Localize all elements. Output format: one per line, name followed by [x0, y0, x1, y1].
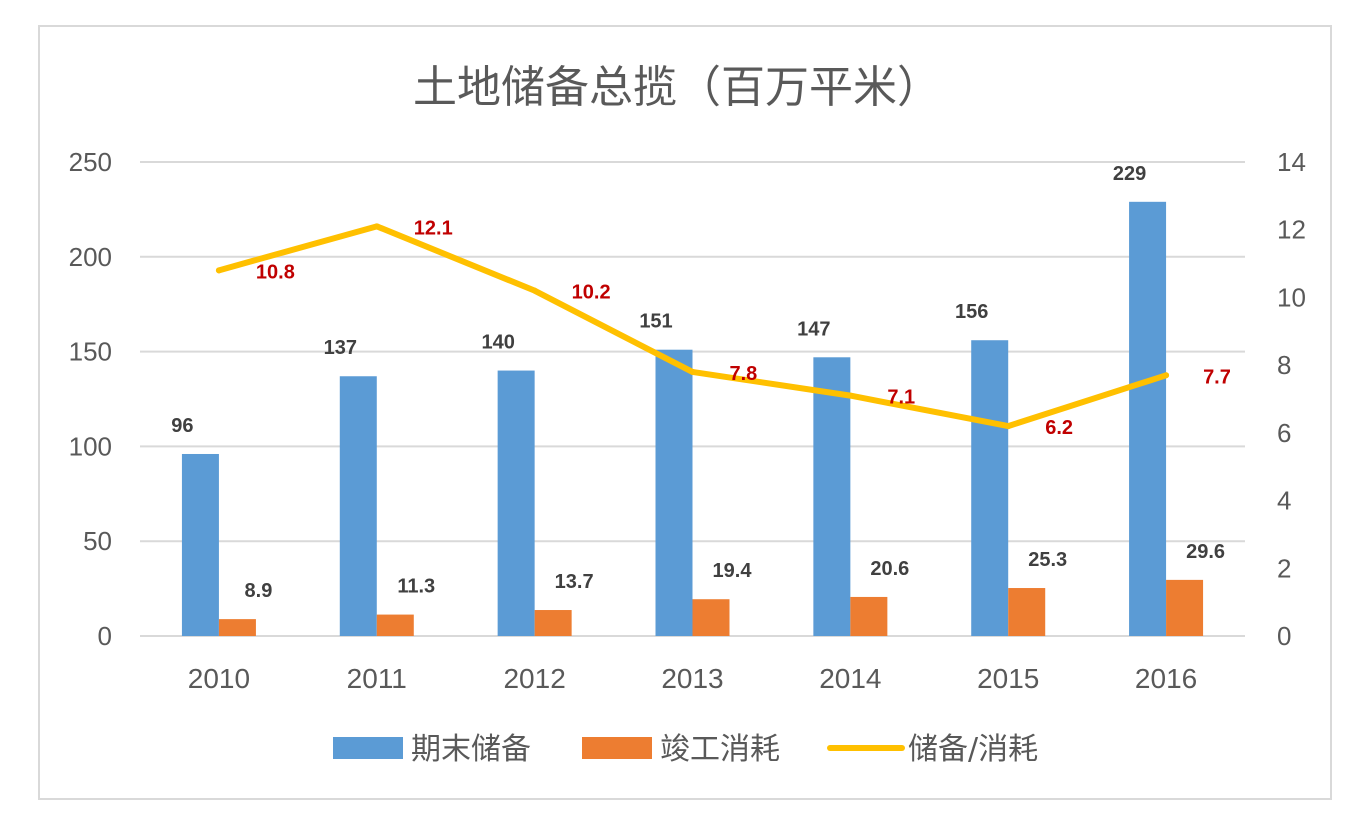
ratio-point — [1163, 372, 1170, 379]
ratio-point — [373, 223, 380, 230]
bar-value-label: 20.6 — [870, 558, 909, 580]
ratio-value-label: 10.2 — [572, 282, 611, 304]
category-label: 2012 — [503, 663, 565, 694]
legend: 期末储备 竣工消耗 储备/消耗 — [333, 732, 1038, 767]
legend-swatch — [582, 737, 652, 759]
bar-value-label: 156 — [955, 301, 988, 323]
bar-value-label: 8.9 — [245, 580, 273, 602]
right-tick-label: 10 — [1277, 282, 1306, 312]
right-tick-label: 12 — [1277, 215, 1306, 245]
ratio-value-label: 7.1 — [887, 387, 915, 409]
ratio-point — [689, 368, 696, 375]
bar-value-label: 29.6 — [1186, 541, 1225, 563]
legend-label: 竣工消耗 — [660, 732, 780, 767]
bar — [376, 614, 414, 636]
left-tick-label: 200 — [69, 242, 112, 272]
ratio-value-label: 6.2 — [1045, 417, 1073, 439]
ratio-point — [1005, 423, 1012, 430]
category-label: 2013 — [661, 663, 723, 694]
bar-value-label: 140 — [481, 332, 514, 354]
bar — [1129, 201, 1167, 637]
line-series — [215, 223, 1170, 430]
bar — [850, 596, 888, 636]
ratio-point — [531, 287, 538, 294]
right-tick-label: 6 — [1277, 418, 1291, 448]
left-tick-label: 0 — [98, 621, 112, 651]
ratio-value-label: 12.1 — [414, 217, 453, 239]
bar — [339, 376, 377, 636]
ratio-point — [847, 392, 854, 399]
bar — [1166, 579, 1204, 636]
bar — [1008, 588, 1046, 636]
bar-value-label: 151 — [639, 311, 672, 333]
right-tick-label: 4 — [1277, 486, 1291, 516]
ratio-value-label: 10.8 — [256, 261, 295, 283]
bar — [181, 453, 219, 636]
ratio-point — [215, 267, 222, 274]
bar — [655, 349, 693, 636]
chart-title: 土地储备总揽（百万平米） — [413, 62, 941, 113]
category-label: 2010 — [188, 663, 250, 694]
bar-value-label: 13.7 — [555, 571, 594, 593]
ratio-value-label: 7.8 — [730, 363, 758, 385]
right-tick-label: 0 — [1277, 621, 1291, 651]
x-axis: 2010 2011 2012 2013 2014 2015 2016 — [188, 663, 1197, 694]
legend-label: 期末储备 — [411, 732, 531, 767]
category-label: 2014 — [819, 663, 881, 694]
bar-value-label: 137 — [324, 337, 357, 359]
right-tick-label: 14 — [1277, 147, 1306, 177]
left-tick-label: 100 — [69, 431, 112, 461]
gridlines — [140, 161, 1245, 637]
data-labels: 96 137 140 151 147 156 229 8.9 11.3 13.7 19.4 20.6 2… — [171, 163, 1231, 602]
bar-value-label: 96 — [171, 415, 193, 437]
bar — [497, 370, 535, 636]
legend-swatch — [333, 737, 403, 759]
bar-value-label: 19.4 — [713, 560, 753, 582]
category-label: 2011 — [347, 663, 407, 694]
bar-series — [181, 201, 1204, 637]
left-tick-label: 150 — [69, 337, 112, 367]
right-axis: 0 2 4 6 8 10 12 14 — [1277, 147, 1306, 651]
bar — [218, 619, 256, 636]
category-label: 2016 — [1135, 663, 1197, 694]
bar-value-label: 229 — [1113, 163, 1146, 185]
right-tick-label: 8 — [1277, 350, 1291, 380]
bar — [534, 610, 572, 636]
bar-value-label: 147 — [797, 318, 830, 340]
bar-value-label: 25.3 — [1028, 549, 1067, 571]
legend-label: 储备/消耗 — [908, 732, 1038, 767]
left-tick-label: 250 — [69, 147, 112, 177]
bar — [813, 357, 851, 636]
bar-value-label: 11.3 — [397, 576, 435, 598]
right-tick-label: 2 — [1277, 553, 1291, 583]
left-tick-label: 50 — [83, 526, 112, 556]
ratio-value-label: 7.7 — [1203, 366, 1231, 388]
bar — [692, 599, 730, 636]
left-axis: 0 50 100 150 200 250 — [69, 147, 112, 651]
category-label: 2015 — [977, 663, 1039, 694]
bar — [971, 340, 1009, 636]
